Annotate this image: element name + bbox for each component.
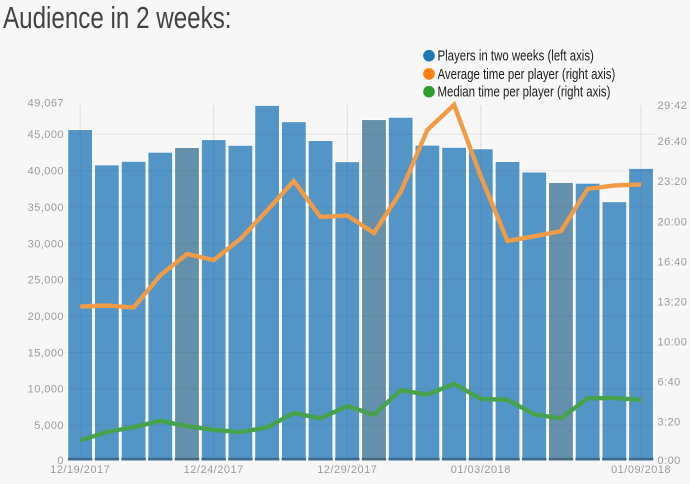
svg-text:12/24/2017: 12/24/2017 [184, 464, 244, 476]
svg-text:01/09/2018: 01/09/2018 [611, 464, 671, 476]
svg-text:10,000: 10,000 [28, 384, 64, 396]
svg-text:16:40: 16:40 [658, 256, 688, 268]
svg-text:Median time per player (right: Median time per player (right axis) [438, 83, 611, 100]
svg-text:6:40: 6:40 [658, 377, 681, 389]
svg-text:15,000: 15,000 [28, 347, 64, 359]
svg-text:25,000: 25,000 [28, 275, 64, 287]
svg-text:Players in two weeks (left axi: Players in two weeks (left axis) [438, 47, 594, 64]
svg-text:45,000: 45,000 [28, 129, 64, 141]
svg-text:40,000: 40,000 [28, 166, 64, 178]
svg-text:Average time per player (right: Average time per player (right axis) [438, 66, 616, 83]
svg-text:13:20: 13:20 [658, 296, 688, 308]
svg-text:30,000: 30,000 [28, 238, 64, 250]
svg-text:20,000: 20,000 [28, 311, 64, 323]
svg-text:0: 0 [57, 455, 64, 467]
svg-text:12/19/2017: 12/19/2017 [50, 464, 110, 476]
svg-text:10:00: 10:00 [658, 336, 688, 348]
svg-text:5,000: 5,000 [34, 420, 64, 432]
svg-text:20:00: 20:00 [658, 216, 688, 228]
svg-text:26:40: 26:40 [658, 136, 688, 148]
svg-text:29:42: 29:42 [658, 100, 688, 112]
svg-text:01/03/2018: 01/03/2018 [451, 464, 511, 476]
svg-text:49,067: 49,067 [28, 98, 64, 110]
svg-text:23:20: 23:20 [658, 176, 688, 188]
svg-text:12/29/2017: 12/29/2017 [317, 464, 377, 476]
svg-text:0:00: 0:00 [658, 455, 681, 467]
svg-text:35,000: 35,000 [28, 202, 64, 214]
svg-text:3:20: 3:20 [658, 417, 681, 429]
